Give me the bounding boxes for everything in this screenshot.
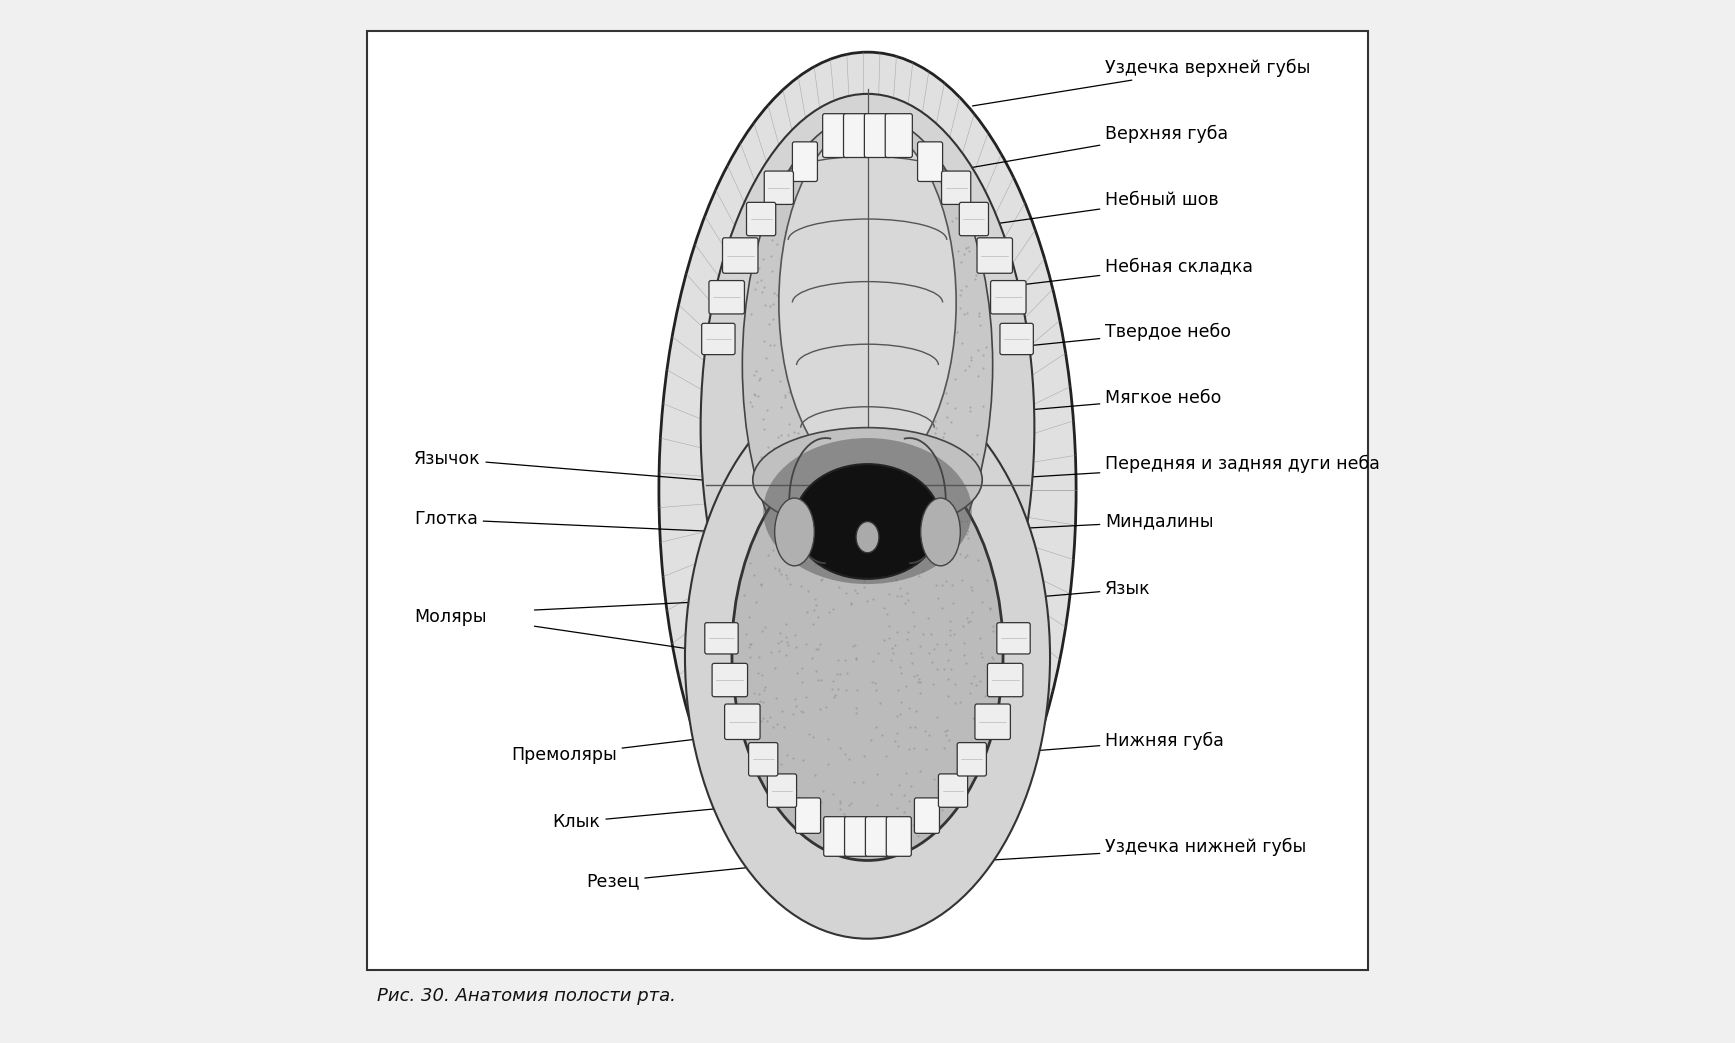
Text: Глотка: Глотка [413,510,769,534]
FancyBboxPatch shape [704,623,737,654]
FancyBboxPatch shape [999,323,1034,355]
FancyBboxPatch shape [843,114,871,157]
FancyBboxPatch shape [942,171,972,204]
Ellipse shape [921,498,961,565]
FancyBboxPatch shape [987,663,1024,697]
Text: Передняя и задняя дуги неба: Передняя и задняя дуги неба [935,455,1379,483]
Ellipse shape [732,443,1003,860]
Text: Рис. 30. Анатомия полости рта.: Рис. 30. Анатомия полости рта. [376,987,677,1005]
FancyBboxPatch shape [991,281,1025,314]
Ellipse shape [701,94,1034,761]
FancyBboxPatch shape [866,817,890,856]
FancyBboxPatch shape [939,774,968,807]
Text: Язычок: Язычок [413,450,774,486]
Text: Твердое небо: Твердое небо [944,322,1232,355]
FancyBboxPatch shape [918,142,942,181]
FancyBboxPatch shape [959,202,989,236]
FancyBboxPatch shape [975,704,1010,739]
FancyBboxPatch shape [763,171,793,204]
Text: Клык: Клык [552,801,796,831]
FancyBboxPatch shape [822,114,850,157]
FancyBboxPatch shape [722,238,758,273]
FancyBboxPatch shape [701,323,736,355]
Ellipse shape [763,438,972,584]
FancyBboxPatch shape [748,743,777,776]
Ellipse shape [659,52,1076,928]
Text: Нижняя губа: Нижняя губа [956,731,1225,757]
FancyBboxPatch shape [998,623,1031,654]
FancyBboxPatch shape [885,114,913,157]
FancyBboxPatch shape [746,202,776,236]
FancyBboxPatch shape [864,114,892,157]
FancyBboxPatch shape [767,774,796,807]
Ellipse shape [779,125,956,480]
FancyBboxPatch shape [977,238,1013,273]
Ellipse shape [795,464,940,579]
FancyBboxPatch shape [914,798,939,833]
FancyBboxPatch shape [725,704,760,739]
Text: Премоляры: Премоляры [510,730,769,765]
FancyBboxPatch shape [796,798,821,833]
Text: Резец: Резец [586,858,836,891]
Ellipse shape [685,375,1050,939]
FancyBboxPatch shape [824,817,848,856]
Ellipse shape [753,428,982,532]
FancyBboxPatch shape [711,663,748,697]
FancyBboxPatch shape [366,31,1369,970]
Text: Миндалины: Миндалины [951,512,1214,532]
Text: Верхняя губа: Верхняя губа [966,124,1228,169]
FancyBboxPatch shape [958,743,987,776]
FancyBboxPatch shape [845,817,869,856]
Text: Язык: Язык [946,580,1150,605]
Text: Мягкое небо: Мягкое небо [946,389,1221,417]
Text: Моляры: Моляры [413,608,486,627]
Ellipse shape [774,498,814,565]
Text: Небная складка: Небная складка [928,257,1253,296]
FancyBboxPatch shape [710,281,744,314]
Text: Небный шов: Небный шов [944,191,1220,232]
Ellipse shape [855,522,880,553]
FancyBboxPatch shape [793,142,817,181]
Text: Уздечка верхней губы: Уздечка верхней губы [972,58,1310,106]
FancyBboxPatch shape [887,817,911,856]
Ellipse shape [743,115,992,615]
Text: Уздечка нижней губы: Уздечка нижней губы [970,838,1306,862]
